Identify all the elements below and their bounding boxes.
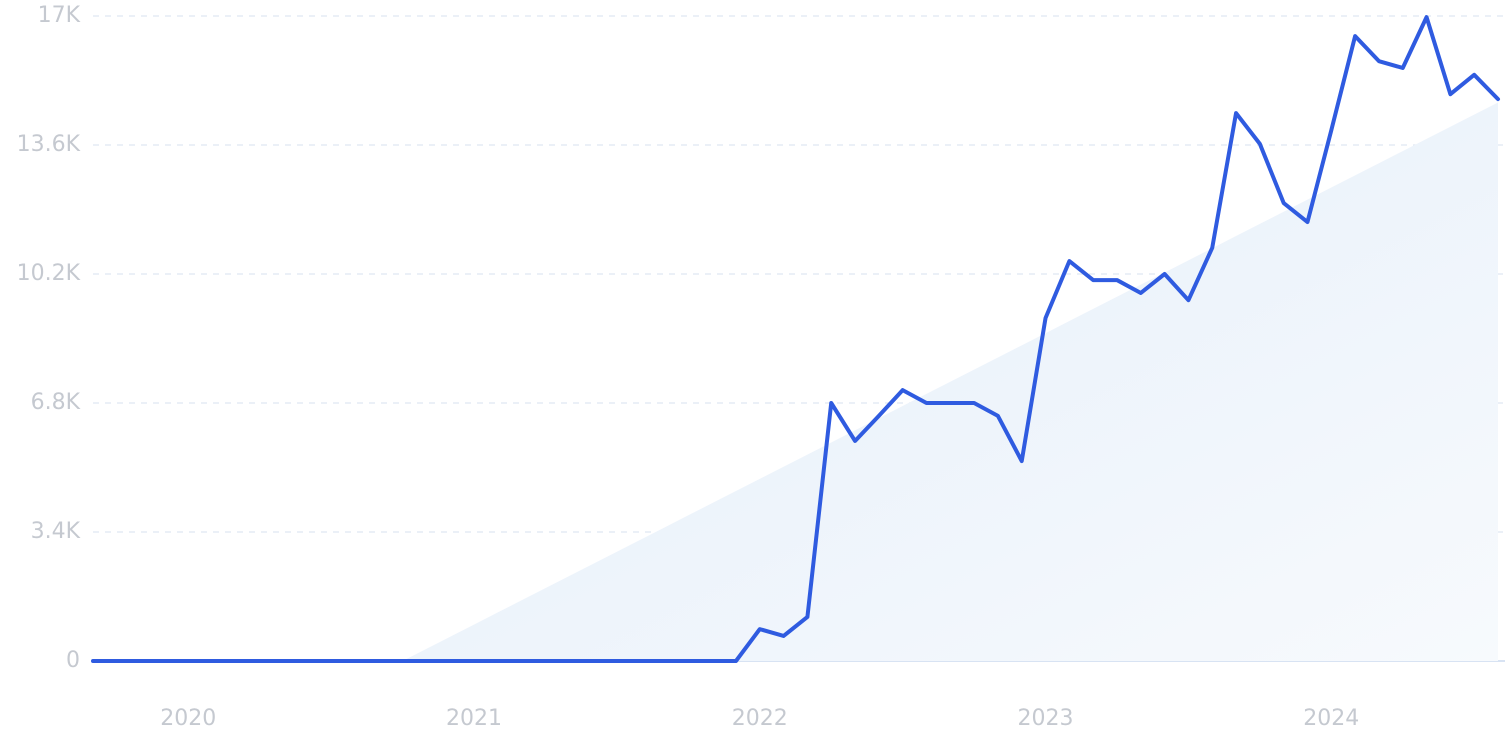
x-tick-label: 2021 xyxy=(446,706,502,731)
x-tick-label: 2024 xyxy=(1303,706,1359,731)
y-tick-label: 10.2K xyxy=(17,261,81,286)
x-tick-label: 2023 xyxy=(1018,706,1074,731)
trend-area xyxy=(402,102,1498,662)
x-tick-label: 2022 xyxy=(732,706,788,731)
y-tick-label: 17K xyxy=(38,3,81,28)
y-tick-label: 6.8K xyxy=(31,390,81,415)
y-tick-label: 0 xyxy=(66,648,80,673)
y-tick-label: 3.4K xyxy=(31,519,81,544)
line xyxy=(91,15,1500,663)
x-tick-label: 2020 xyxy=(160,706,216,731)
y-tick-label: 13.6K xyxy=(17,132,81,157)
